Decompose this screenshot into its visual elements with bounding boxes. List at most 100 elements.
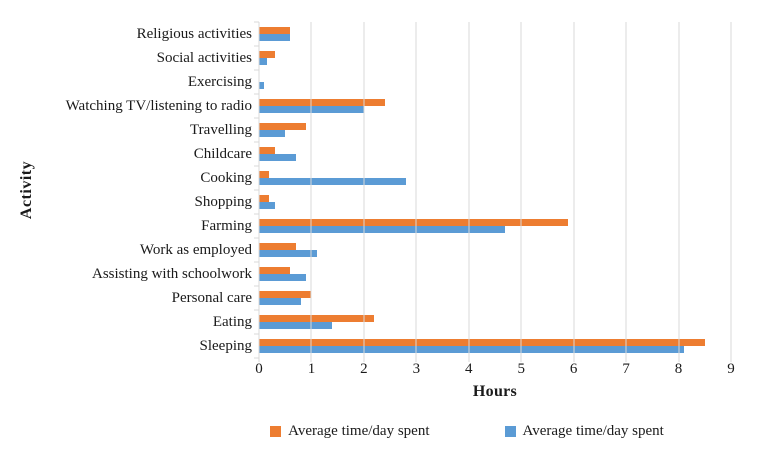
y-tick-mark — [254, 237, 259, 239]
x-tick-label: 2 — [360, 361, 368, 377]
y-tick-mark — [254, 309, 259, 311]
bar-series-2 — [259, 154, 296, 161]
category-label: Work as employed — [139, 241, 252, 258]
bar-series-1 — [259, 339, 705, 346]
bar-rows — [259, 22, 731, 358]
bar-row — [259, 262, 731, 286]
legend-item-series-2: Average time/day spent — [504, 423, 664, 439]
category-label: Childcare — [193, 145, 252, 162]
bar-series-2 — [259, 34, 291, 41]
bar-series-1 — [259, 315, 375, 322]
x-tick-label: 8 — [674, 361, 683, 377]
grid-line — [730, 22, 732, 358]
legend-swatch-icon — [504, 426, 516, 437]
category-label: Social activities — [156, 49, 252, 66]
bar-series-2 — [259, 226, 506, 233]
x-tick-mark — [415, 358, 417, 362]
x-tick-mark — [678, 358, 680, 362]
x-tick-mark — [258, 358, 260, 362]
bar-series-2 — [259, 274, 307, 281]
y-tick-mark — [254, 117, 259, 119]
x-tick-mark — [625, 358, 627, 362]
bar-series-2 — [259, 178, 406, 185]
x-tick-mark — [730, 358, 732, 362]
bar-row — [259, 166, 731, 190]
bar-series-1 — [259, 27, 291, 34]
x-tick-label: 0 — [255, 361, 263, 377]
x-axis-tick-labels: 0 1 2 3 4 5 6 7 8 9 — [255, 361, 735, 379]
category-label: Watching TV/listening to radio — [65, 97, 252, 114]
y-tick-mark — [254, 93, 259, 95]
y-tick-mark — [254, 285, 259, 287]
x-tick-mark — [520, 358, 522, 362]
y-tick-mark — [254, 333, 259, 335]
bar-series-1 — [259, 219, 569, 226]
bar-series-2 — [259, 82, 265, 89]
category-label: Eating — [212, 313, 252, 330]
y-tick-mark — [254, 69, 259, 71]
bar-row — [259, 214, 731, 238]
grid-line — [363, 22, 365, 358]
bar-row — [259, 334, 731, 358]
bar-series-2 — [259, 58, 267, 65]
x-tick-label: 5 — [517, 361, 525, 377]
bar-series-1 — [259, 51, 275, 58]
category-label: Shopping — [194, 193, 252, 210]
x-tick-label: 1 — [307, 361, 316, 377]
category-label: Cooking — [200, 169, 252, 186]
x-tick-label: 7 — [622, 361, 630, 377]
legend-label: Average time/day spent — [288, 423, 430, 439]
bar-series-2 — [259, 250, 317, 257]
y-tick-mark — [254, 261, 259, 263]
bar-series-2 — [259, 202, 275, 209]
grid-line — [415, 22, 417, 358]
grid-line — [258, 22, 260, 358]
x-tick-label: 9 — [727, 361, 735, 377]
x-tick-label: 4 — [465, 361, 473, 377]
x-axis-title: Hours — [472, 383, 518, 400]
plot-area — [254, 21, 732, 362]
bar-row — [259, 70, 731, 94]
bar-row — [259, 94, 731, 118]
bar-series-1 — [259, 267, 291, 274]
y-tick-mark — [254, 357, 259, 359]
category-label: Exercising — [187, 73, 252, 90]
bar-series-1 — [259, 99, 385, 106]
category-label: Assisting with schoolwork — [91, 265, 252, 282]
bar-series-2 — [259, 346, 684, 353]
grid-line — [625, 22, 627, 358]
grid-line — [468, 22, 470, 358]
bar-series-1 — [259, 291, 312, 298]
x-tick-mark — [310, 358, 312, 362]
bar-series-2 — [259, 298, 301, 305]
category-axis-labels: Religious activities Social activities Exe… — [0, 22, 252, 358]
bar-row — [259, 286, 731, 310]
chart-legend: Average time/day spent Average time/day s… — [150, 424, 784, 439]
bar-row — [259, 22, 731, 46]
y-tick-mark — [254, 45, 259, 47]
x-tick-mark — [468, 358, 470, 362]
category-label: Religious activities — [136, 25, 252, 42]
bar-series-1 — [259, 243, 296, 250]
y-tick-mark — [254, 213, 259, 215]
grid-line — [573, 22, 575, 358]
y-tick-mark — [254, 189, 259, 191]
y-tick-mark — [254, 21, 259, 23]
x-tick-label: 3 — [412, 361, 421, 377]
category-label: Farming — [201, 217, 252, 234]
y-tick-mark — [254, 165, 259, 167]
bar-row — [259, 190, 731, 214]
category-label: Sleeping — [199, 337, 253, 354]
grid-line — [520, 22, 522, 358]
x-tick-mark — [363, 358, 365, 362]
bar-series-1 — [259, 147, 275, 154]
bar-row — [259, 310, 731, 334]
x-tick-mark — [573, 358, 575, 362]
legend-item-series-1: Average time/day spent — [270, 423, 430, 439]
bar-series-2 — [259, 130, 286, 137]
grid-line — [678, 22, 680, 358]
bar-row — [259, 142, 731, 166]
legend-label: Average time/day spent — [522, 423, 664, 439]
bar-series-1 — [259, 171, 270, 178]
